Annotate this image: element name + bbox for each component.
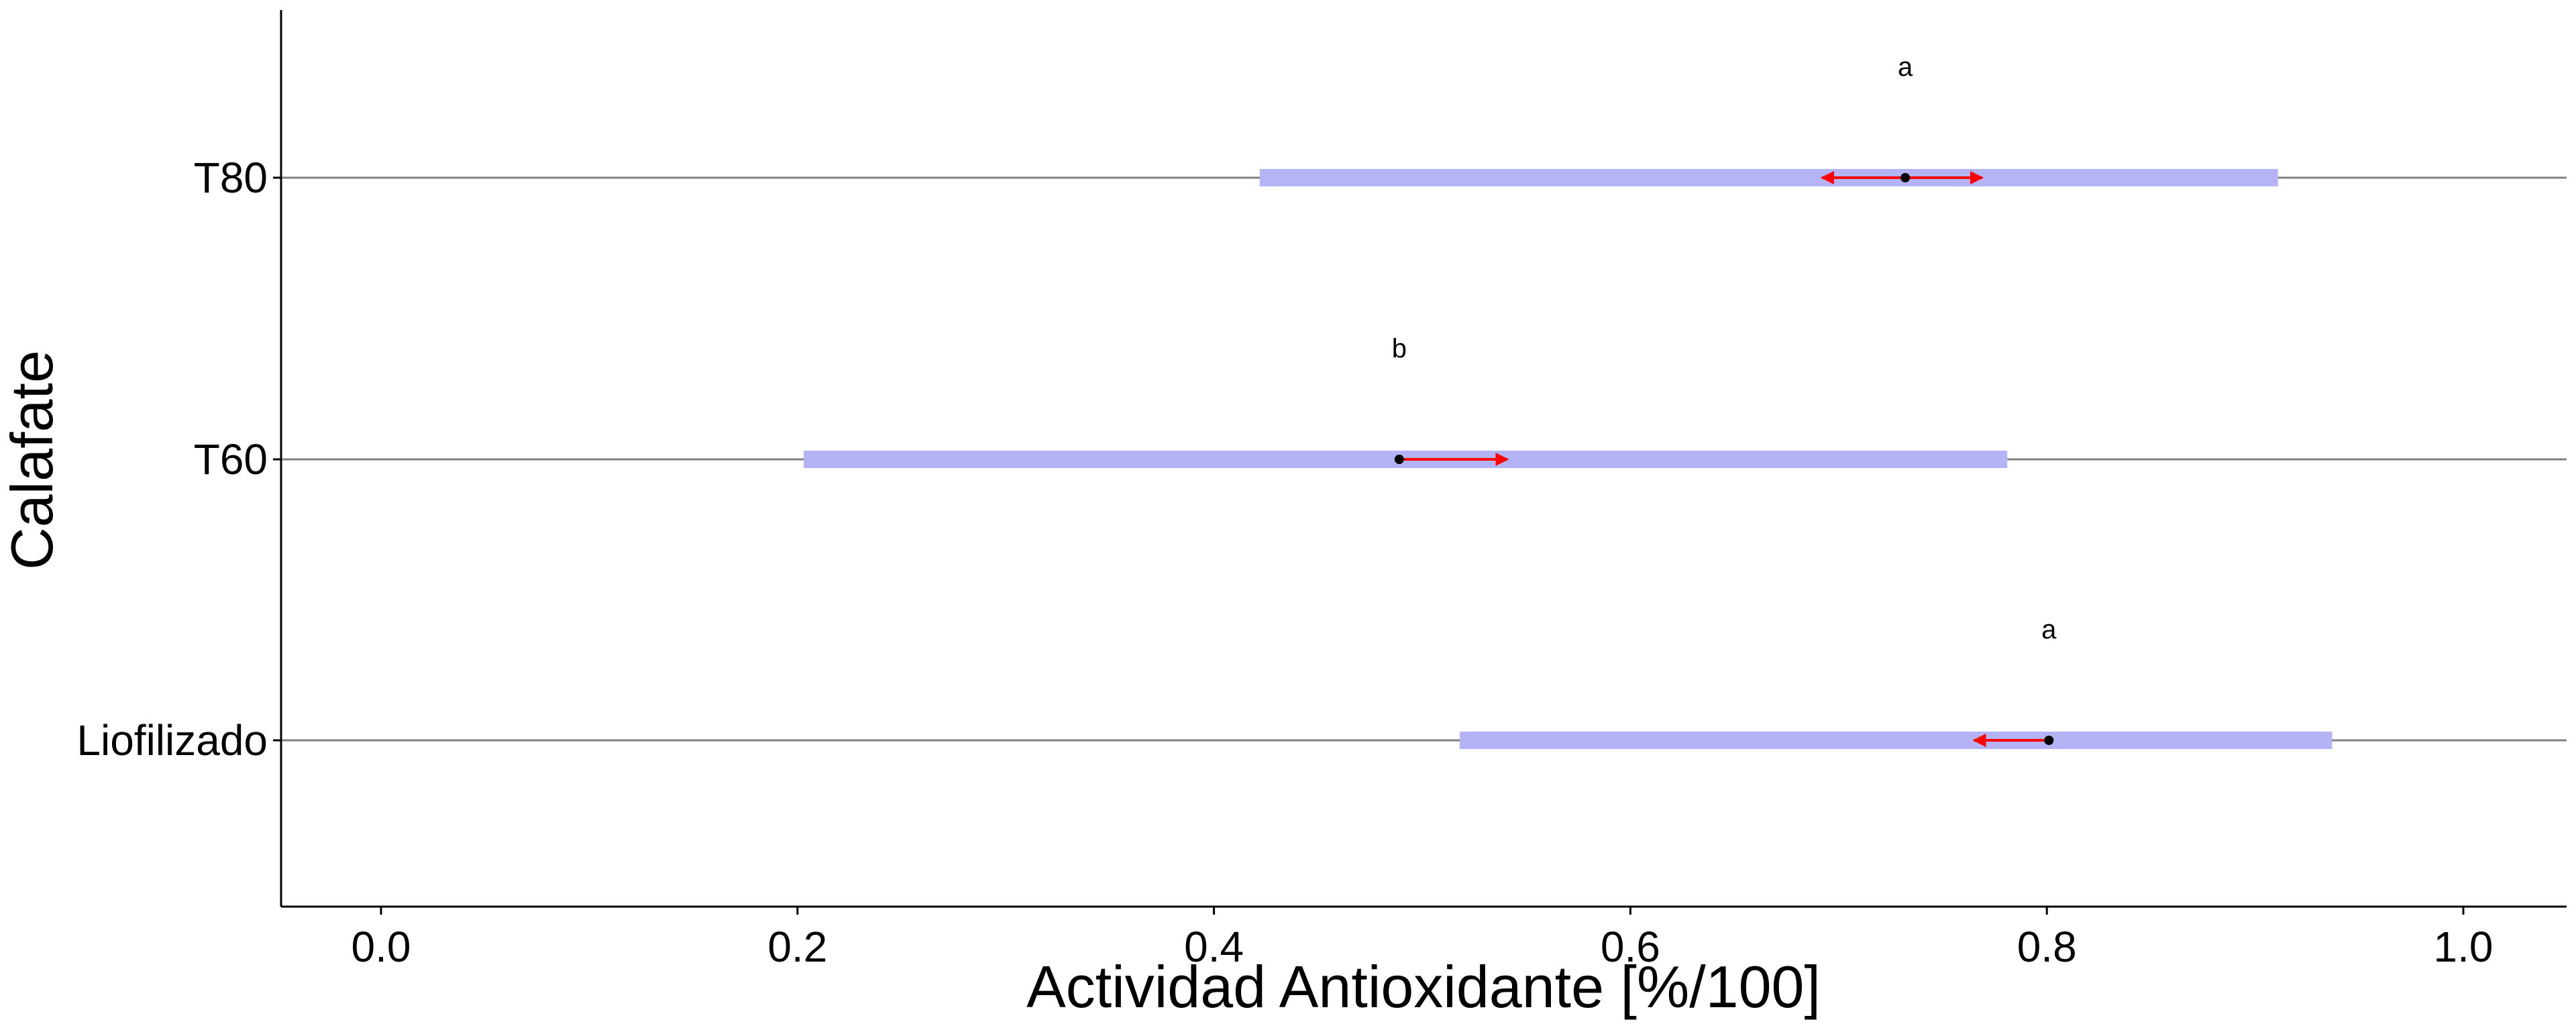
x-axis-title: Actividad Antioxidante [%/100] — [1026, 954, 1821, 1020]
y-tick-label-t80: T80 — [194, 154, 268, 202]
x-tick-label: 0.2 — [767, 923, 827, 971]
x-ticks: 0.0 0.2 0.4 0.6 0.8 1.0 — [352, 907, 2493, 971]
x-tick-label: 0.0 — [352, 923, 411, 971]
x-tick-label: 0.4 — [1184, 923, 1244, 971]
mean-point-liofilizado — [2044, 736, 2054, 745]
group-letter-t80: a — [1898, 52, 1913, 82]
y-tick-label-t60: T60 — [194, 435, 268, 483]
x-tick-label: 0.6 — [1601, 923, 1660, 971]
intervals — [804, 169, 2332, 749]
mean-point-t80 — [1900, 173, 1911, 182]
x-tick-label: 1.0 — [2434, 923, 2493, 971]
mean-point-t60 — [1394, 455, 1404, 464]
x-tick-label: 0.8 — [2017, 923, 2077, 971]
interval-bar-liofilizado — [1459, 732, 2332, 749]
y-axis-title: Calafate — [0, 350, 65, 570]
interval-bar-t80 — [1259, 169, 2278, 186]
group-letter-liofilizado: a — [2041, 615, 2057, 644]
points — [1394, 173, 2054, 745]
group-letter-t60: b — [1392, 334, 1407, 363]
y-ticks: Liofilizado T60 T80 — [76, 154, 281, 764]
y-tick-label-liofilizado: Liofilizado — [76, 716, 268, 764]
arrows — [1399, 171, 2049, 747]
group-letters: a b a — [1392, 52, 2057, 644]
